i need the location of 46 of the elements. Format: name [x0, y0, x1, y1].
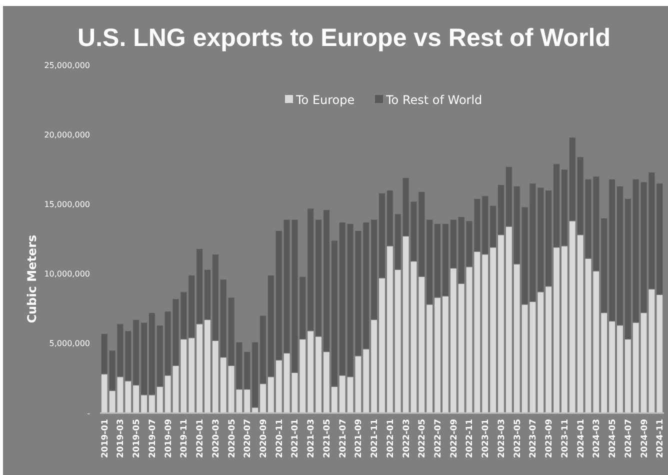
x-tick-label: 2022-01 [386, 418, 396, 458]
x-tick-label: 2020-11 [274, 418, 285, 458]
x-tick-label: 2021-11 [370, 418, 380, 458]
y-tick-label: 5,000,000 [49, 339, 90, 348]
x-tick-label: 2022-09 [449, 418, 460, 458]
x-tick-label: 2021-07 [338, 418, 348, 458]
x-tick-label: 2020-07 [243, 418, 254, 458]
x-tick-label: 2024-11 [656, 418, 666, 458]
x-tick-label: 2022-11 [465, 418, 476, 458]
x-tick-label: 2023-05 [512, 418, 523, 458]
x-tick-label: 2019-11 [180, 418, 190, 458]
legend-label: To Europe [295, 93, 355, 108]
x-tick-label: 2024-01 [576, 418, 586, 458]
x-tick-label: 2023-09 [544, 418, 555, 458]
x-tick-label: 2021-05 [322, 418, 332, 458]
legend-label: To Rest of World [385, 93, 482, 108]
x-tick-label: 2021-09 [354, 418, 364, 458]
y-tick-label: 25,000,000 [44, 60, 90, 70]
chart-title: U.S. LNG exports to Europe vs Rest of World [78, 24, 610, 52]
x-tick-label: 2021-03 [306, 418, 317, 458]
y-tick-label: - [87, 408, 90, 418]
x-tick-label: 2020-09 [258, 418, 269, 458]
x-tick-label: 2019-07 [148, 418, 158, 458]
y-tick-label: 20,000,000 [44, 130, 90, 140]
x-tick-label: 2024-07 [624, 418, 634, 458]
x-tick-label: 2024-05 [608, 418, 618, 458]
y-axis-title: Cubic Meters [25, 234, 39, 324]
x-tick-label: 2024-09 [640, 418, 650, 458]
x-tick-label: 2021-01 [290, 418, 301, 458]
x-tick-label: 2022-05 [418, 418, 428, 458]
x-tick-label: 2022-03 [402, 418, 412, 458]
x-tick-label: 2020-03 [211, 418, 222, 458]
x-tick-label: 2023-07 [528, 418, 539, 458]
x-tick-label: 2019-03 [116, 418, 126, 458]
x-tick-label: 2024-03 [592, 418, 602, 458]
x-tick-label: 2019-09 [164, 418, 174, 458]
x-tick-label: 2023-01 [481, 418, 492, 458]
x-tick-label: 2020-01 [196, 418, 206, 458]
x-tick-label: 2019-05 [132, 418, 142, 458]
x-tick-label: 2023-03 [496, 418, 507, 458]
y-tick-label: 10,000,000 [44, 270, 90, 279]
y-tick-label: 15,000,000 [44, 200, 90, 209]
x-tick-label: 2020-05 [227, 418, 238, 458]
x-tick-label: 2019-01 [100, 418, 110, 458]
x-tick-label: 2023-11 [560, 418, 570, 458]
x-tick-label: 2022-07 [434, 418, 444, 458]
